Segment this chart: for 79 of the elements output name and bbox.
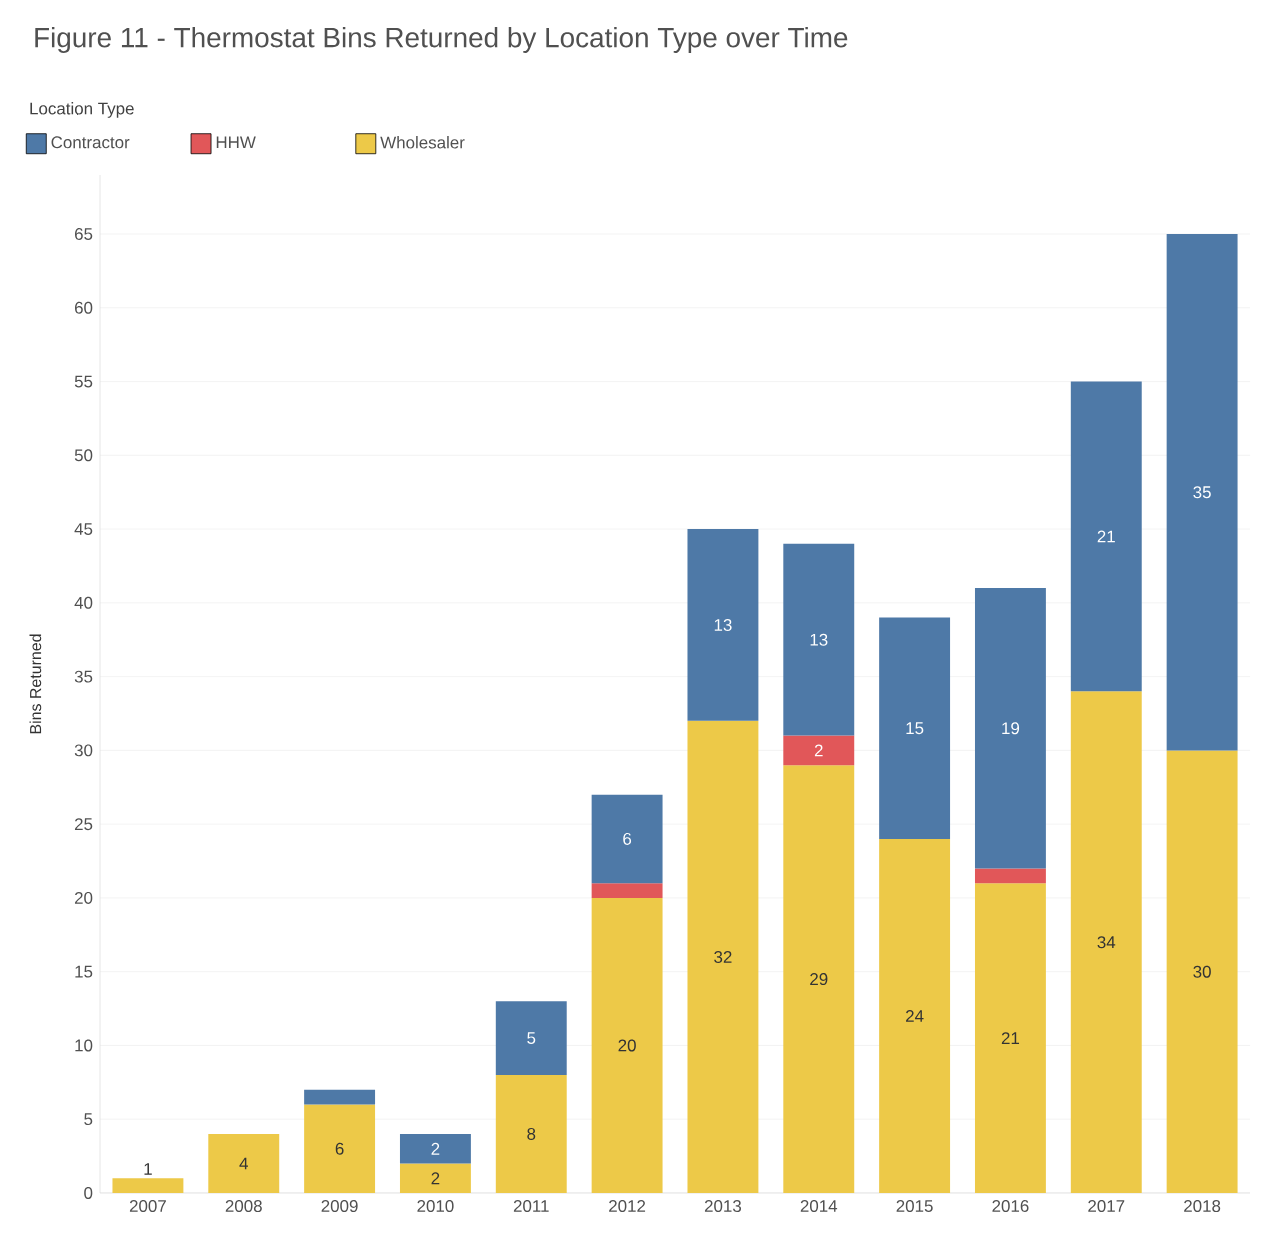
data-label: 35 xyxy=(1193,486,1211,499)
bar xyxy=(879,838,951,1193)
data-label: 34 xyxy=(1097,936,1116,949)
bar xyxy=(495,1074,567,1193)
y-tick-label: 5 xyxy=(84,1113,93,1126)
bar xyxy=(304,1089,376,1105)
data-label: 24 xyxy=(906,1010,924,1022)
bar xyxy=(974,883,1046,1193)
x-tick-label: 2016 xyxy=(992,1200,1029,1213)
data-label: 2 xyxy=(431,1172,440,1185)
x-tick-label: 2017 xyxy=(1088,1200,1125,1213)
data-label: 4 xyxy=(239,1157,248,1170)
bar xyxy=(879,617,951,839)
bar xyxy=(783,735,855,766)
bar xyxy=(208,1133,280,1193)
y-tick-label: 10 xyxy=(75,1039,93,1052)
data-label: 21 xyxy=(1001,1032,1020,1044)
x-tick-label: 2011 xyxy=(513,1200,549,1213)
legend-label: HHW xyxy=(216,136,256,149)
data-label: 30 xyxy=(1193,965,1211,978)
data-label: 21 xyxy=(1097,530,1115,543)
y-tick-label: 25 xyxy=(74,818,93,831)
data-label: 2 xyxy=(431,1142,440,1155)
chart-title: Figure 11 - Thermostat Bins Returned by Location Type over Time xyxy=(35,26,848,53)
data-label: 15 xyxy=(906,722,924,735)
y-tick-label: 60 xyxy=(75,301,93,314)
x-tick-label: 2009 xyxy=(321,1200,358,1213)
x-tick-label: 2015 xyxy=(896,1200,933,1213)
data-label: 20 xyxy=(618,1039,636,1052)
y-tick-label: 55 xyxy=(74,375,93,388)
data-label: 13 xyxy=(810,633,828,646)
y-tick-label: 30 xyxy=(74,744,93,757)
data-label: 32 xyxy=(714,950,732,963)
y-tick-label: 20 xyxy=(74,891,93,904)
data-label: 29 xyxy=(810,973,828,986)
bar xyxy=(687,529,759,721)
bar xyxy=(1070,381,1142,692)
bar xyxy=(974,868,1046,884)
y-tick-label: 35 xyxy=(74,670,93,683)
bar xyxy=(783,543,855,736)
data-label: 8 xyxy=(527,1127,536,1140)
bar xyxy=(399,1133,471,1164)
data-label: 13 xyxy=(714,618,732,631)
bar xyxy=(304,1104,376,1193)
y-tick-label: 65 xyxy=(75,228,93,240)
x-tick-label: 2007 xyxy=(129,1200,166,1213)
legend-label: Contractor xyxy=(51,136,130,149)
bar xyxy=(591,897,663,1193)
bar xyxy=(1070,691,1142,1193)
data-label: 1 xyxy=(144,1163,152,1175)
legend-label: Wholesaler xyxy=(380,136,465,149)
y-tick-label: 50 xyxy=(74,449,93,462)
bar xyxy=(1166,750,1238,1193)
data-label: 2 xyxy=(814,744,823,757)
x-tick-label: 2014 xyxy=(800,1200,838,1213)
data-label: 5 xyxy=(527,1032,536,1044)
x-tick-label: 2018 xyxy=(1184,1200,1221,1213)
bar xyxy=(591,883,663,898)
y-axis-title: Bins Returned xyxy=(29,634,42,734)
data-label: 6 xyxy=(623,832,632,845)
bar xyxy=(112,1178,184,1193)
data-label: 19 xyxy=(1002,722,1020,735)
y-tick-label: 15 xyxy=(75,965,93,978)
bar xyxy=(1166,234,1238,751)
bar xyxy=(974,588,1046,869)
data-label: 6 xyxy=(335,1142,344,1155)
bar xyxy=(687,720,759,1193)
y-tick-label: 0 xyxy=(84,1187,93,1199)
bar xyxy=(783,765,855,1193)
bar xyxy=(495,1001,567,1075)
y-tick-label: 40 xyxy=(74,596,93,609)
x-tick-label: 2008 xyxy=(225,1200,262,1213)
x-tick-label: 2013 xyxy=(704,1200,742,1213)
bar xyxy=(591,794,663,884)
y-tick-label: 45 xyxy=(74,523,93,535)
bar xyxy=(399,1163,471,1193)
x-tick-label: 2012 xyxy=(609,1200,646,1213)
x-tick-label: 2010 xyxy=(417,1200,454,1213)
legend-title: Location Type xyxy=(30,102,134,118)
